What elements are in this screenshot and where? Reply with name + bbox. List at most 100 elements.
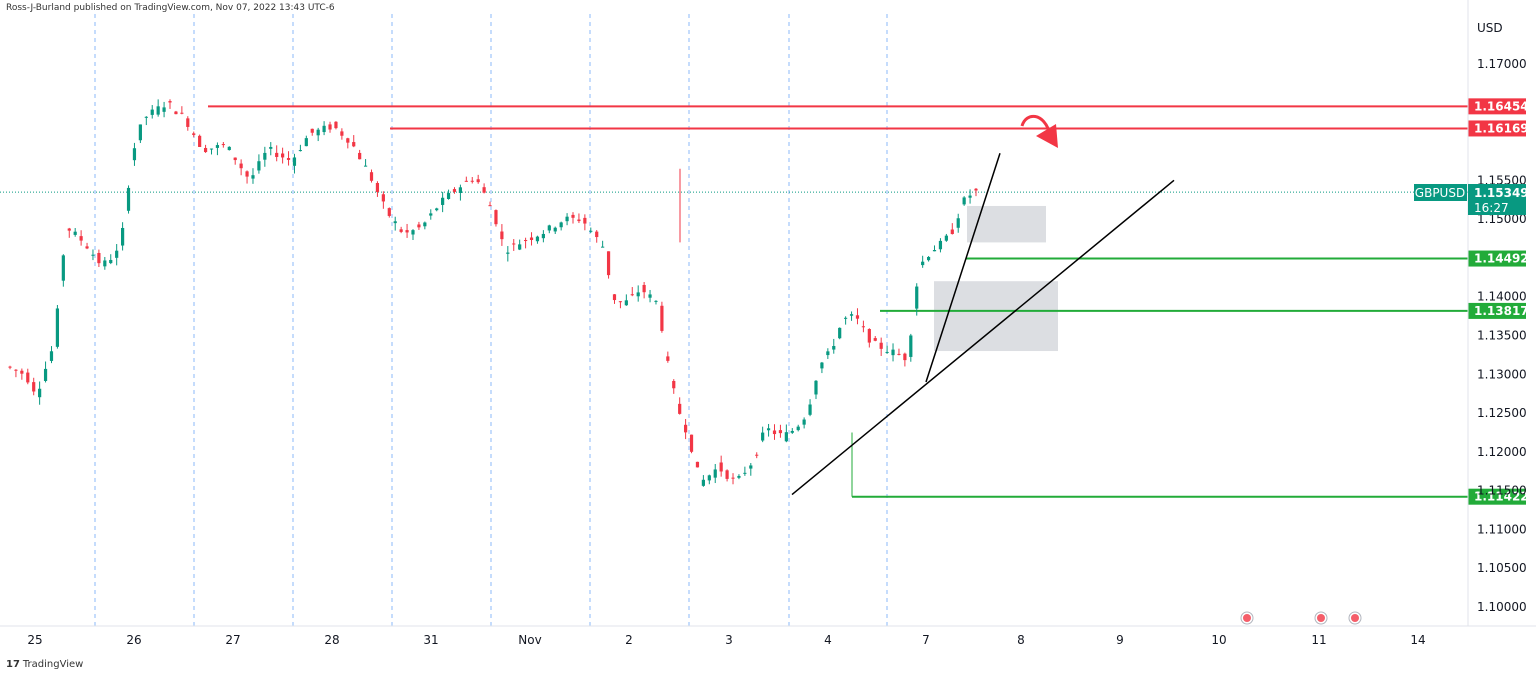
candle-body	[464, 180, 468, 182]
price-level-label: 1.14492	[1474, 252, 1529, 266]
candle-body	[826, 351, 830, 356]
candle-body	[61, 255, 65, 281]
price-level-tag	[1468, 98, 1526, 115]
candle-body	[322, 125, 326, 133]
candle-body	[132, 148, 137, 161]
trendline[interactable]	[925, 152, 1001, 383]
supply-demand-zone	[967, 205, 1046, 243]
candle-body	[292, 157, 297, 166]
candle-body	[523, 240, 528, 242]
candle-body	[903, 353, 907, 361]
candle-body	[8, 366, 12, 368]
candle-body	[915, 286, 919, 309]
candle-body	[962, 197, 966, 205]
candle-body	[304, 138, 308, 147]
price-level-tag	[1468, 250, 1526, 267]
candle-body	[203, 147, 208, 153]
candle-body	[423, 222, 427, 227]
candle-body	[707, 475, 711, 481]
candle-body	[766, 428, 771, 431]
candle-body	[138, 124, 142, 141]
y-tick-label: 1.17000	[1477, 57, 1527, 71]
candle-body	[494, 210, 498, 225]
levels-layer: 1.16454 1.16169 1.14492 1.13817 1.11422	[0, 98, 1529, 505]
candle-body	[731, 477, 735, 479]
x-tick-label: 26	[126, 633, 141, 647]
candle-body	[832, 346, 836, 350]
candle-body	[844, 317, 848, 319]
candle-body	[340, 131, 344, 136]
x-tick-label: 7	[922, 633, 930, 647]
price-level-label: 1.11422	[1474, 490, 1529, 504]
candle-body	[79, 236, 83, 241]
candle-body	[43, 368, 48, 381]
candle-body	[755, 454, 759, 456]
x-tick-label: 27	[225, 633, 240, 647]
y-tick-label: 1.11000	[1477, 522, 1527, 536]
y-tick-label: 1.13500	[1477, 329, 1527, 343]
candle-body	[974, 188, 978, 191]
candle-body	[518, 244, 522, 250]
tradingview-logo-text: TradingView	[22, 659, 84, 670]
candle-body	[512, 243, 516, 245]
candle-body	[612, 294, 617, 301]
candle-body	[873, 338, 877, 341]
candle-body	[547, 225, 551, 231]
candle-body	[399, 229, 403, 232]
candle-body	[470, 180, 474, 182]
candle-body	[476, 179, 480, 183]
x-axis[interactable]: 25 26 27 28 31 Nov 2 3 4 7 8 9 10 11 14	[0, 625, 1536, 647]
candle-body	[429, 213, 433, 216]
candle-body	[26, 372, 30, 383]
candle-body	[73, 231, 77, 235]
candle-body	[393, 221, 397, 224]
candle-body	[571, 214, 575, 218]
candle-body	[701, 479, 705, 486]
candle-body	[38, 388, 42, 398]
candle-body	[369, 172, 374, 181]
candle-body	[897, 353, 901, 355]
event-flags[interactable]	[1240, 611, 1362, 625]
candle-body	[885, 351, 889, 353]
candle-body	[150, 109, 154, 115]
candle-body	[814, 380, 818, 395]
currency-label: USD	[1477, 21, 1503, 35]
candle-body	[251, 175, 255, 179]
y-tick-label: 1.12000	[1477, 445, 1527, 459]
candle-body	[441, 197, 445, 205]
candle-body	[553, 227, 557, 232]
candle-body	[257, 161, 261, 171]
bar-countdown-label: 16:27	[1474, 201, 1509, 215]
candle-body	[719, 462, 723, 472]
candle-body	[346, 138, 350, 143]
candle-body	[921, 261, 925, 266]
candle-body	[334, 121, 338, 129]
candle-body	[488, 205, 492, 207]
candle-body	[14, 369, 18, 371]
candle-body	[245, 171, 249, 177]
candle-body	[666, 356, 670, 361]
price-level-label: 1.16169	[1474, 121, 1529, 135]
x-tick-label: 28	[324, 633, 339, 647]
candle-body	[601, 246, 605, 248]
candle-body	[784, 432, 788, 442]
candle-body	[624, 300, 628, 306]
candle-body	[375, 183, 380, 193]
candle-body	[180, 112, 184, 114]
candle-body	[938, 240, 943, 250]
candle-body	[452, 189, 457, 192]
candle-body	[796, 426, 800, 431]
symbol-name: GBPUSD	[1415, 186, 1465, 200]
trendline[interactable]	[791, 179, 1175, 496]
candle-body	[482, 187, 486, 193]
x-tick-label: 25	[27, 633, 42, 647]
candle-body	[168, 101, 172, 103]
candle-body	[529, 237, 534, 241]
candle-body	[227, 146, 231, 151]
price-level-label: 1.13817	[1474, 304, 1529, 318]
candle-body	[926, 256, 931, 261]
symbol-price-label: GBPUSD 1.15349 16:27	[1414, 184, 1529, 215]
y-axis[interactable]: 1.17000 1.15500 1.15000 1.14000 1.13500 1.130…	[1467, 0, 1527, 626]
y-tick-label: 1.15000	[1477, 212, 1527, 226]
